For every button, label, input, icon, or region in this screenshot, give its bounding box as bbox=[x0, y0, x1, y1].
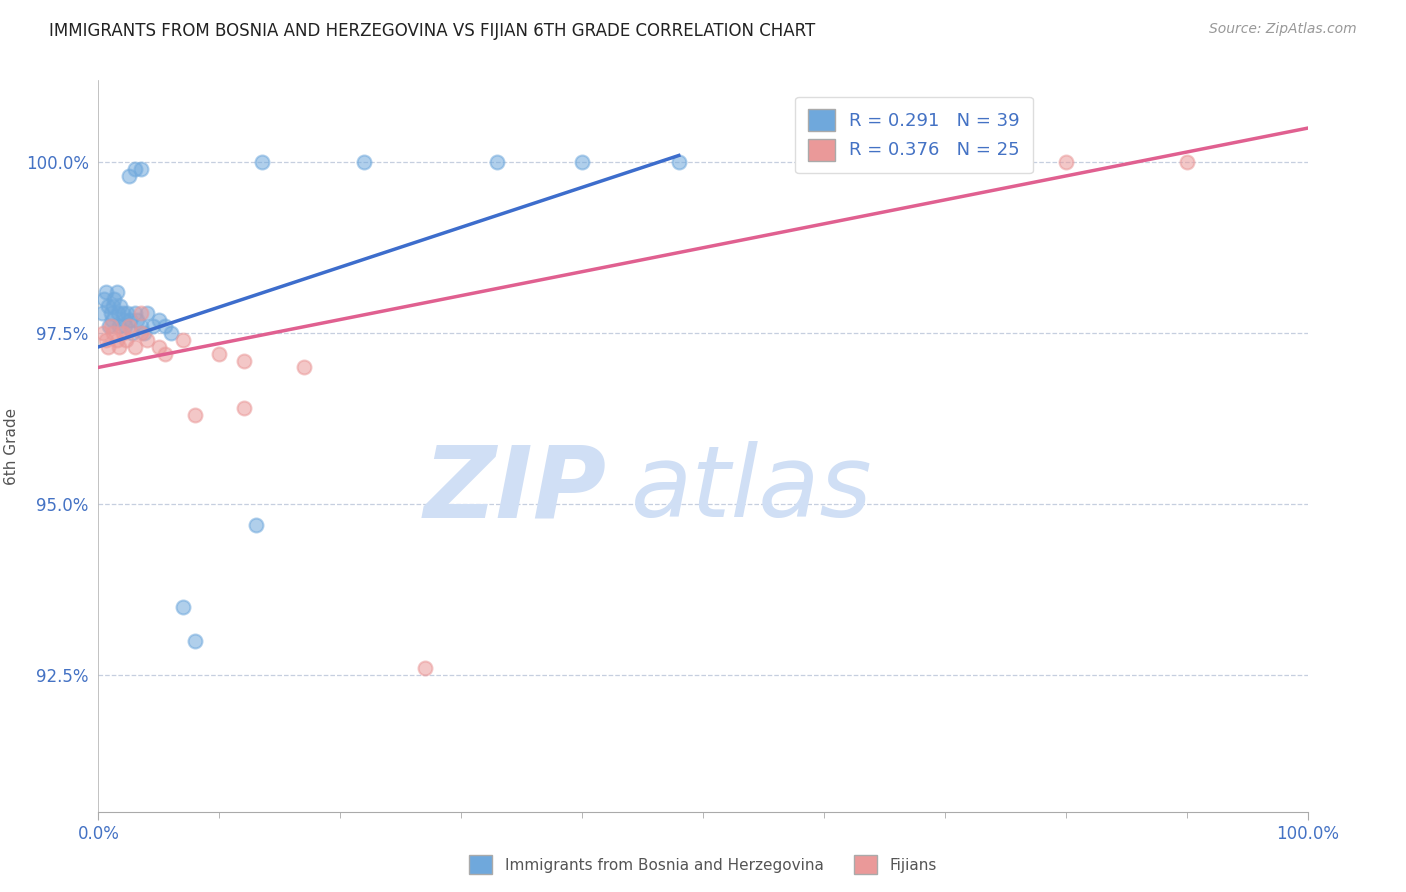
Point bbox=[93, 292, 115, 306]
Point bbox=[124, 340, 146, 354]
Point bbox=[129, 326, 152, 341]
Point bbox=[107, 306, 129, 320]
Point bbox=[94, 333, 117, 347]
Point bbox=[250, 155, 273, 169]
Point bbox=[184, 633, 207, 648]
Point bbox=[148, 312, 170, 326]
Point bbox=[101, 299, 124, 313]
Point bbox=[127, 312, 149, 326]
Point bbox=[121, 326, 143, 341]
Point bbox=[134, 326, 156, 341]
Point bbox=[353, 155, 375, 169]
Text: Source: ZipAtlas.com: Source: ZipAtlas.com bbox=[1209, 22, 1357, 37]
Point bbox=[124, 306, 146, 320]
Point bbox=[184, 409, 207, 423]
Point bbox=[172, 333, 194, 347]
Text: IMMIGRANTS FROM BOSNIA AND HERZEGOVINA VS FIJIAN 6TH GRADE CORRELATION CHART: IMMIGRANTS FROM BOSNIA AND HERZEGOVINA V… bbox=[49, 22, 815, 40]
Point bbox=[668, 155, 690, 169]
Point bbox=[108, 299, 131, 313]
Point bbox=[97, 299, 120, 313]
Point bbox=[117, 306, 139, 320]
Point bbox=[100, 312, 122, 326]
Point bbox=[97, 340, 120, 354]
Point bbox=[160, 326, 183, 341]
Point bbox=[129, 306, 152, 320]
Point bbox=[135, 333, 157, 347]
Point bbox=[232, 401, 254, 416]
Point bbox=[129, 162, 152, 177]
Point bbox=[208, 347, 231, 361]
Point bbox=[105, 285, 128, 300]
Point bbox=[108, 319, 131, 334]
Y-axis label: 6th Grade: 6th Grade bbox=[4, 408, 18, 484]
Point bbox=[105, 333, 128, 347]
Legend: R = 0.291   N = 39, R = 0.376   N = 25: R = 0.291 N = 39, R = 0.376 N = 25 bbox=[796, 96, 1032, 173]
Point bbox=[94, 285, 117, 300]
Point bbox=[129, 319, 152, 334]
Point bbox=[142, 319, 165, 334]
Point bbox=[571, 155, 593, 169]
Point bbox=[111, 306, 134, 320]
Point bbox=[100, 319, 122, 334]
Point bbox=[153, 319, 176, 334]
Point bbox=[245, 517, 267, 532]
Point bbox=[118, 319, 141, 334]
Point bbox=[413, 661, 436, 675]
Point bbox=[1175, 155, 1198, 169]
Point bbox=[292, 360, 315, 375]
Point bbox=[112, 312, 135, 326]
Point bbox=[91, 326, 114, 341]
Point bbox=[91, 306, 114, 320]
Point bbox=[111, 326, 134, 341]
Text: atlas: atlas bbox=[630, 442, 872, 539]
Point bbox=[486, 155, 509, 169]
Point bbox=[1054, 155, 1077, 169]
Point bbox=[172, 599, 194, 614]
Point bbox=[115, 333, 138, 347]
Point bbox=[232, 353, 254, 368]
Point bbox=[153, 347, 176, 361]
Point bbox=[135, 306, 157, 320]
Point bbox=[98, 319, 121, 334]
Text: ZIP: ZIP bbox=[423, 442, 606, 539]
Point bbox=[108, 340, 131, 354]
Point bbox=[124, 162, 146, 177]
Point bbox=[118, 312, 141, 326]
Point bbox=[101, 326, 124, 341]
Point bbox=[103, 292, 125, 306]
Point bbox=[148, 340, 170, 354]
Point bbox=[114, 319, 136, 334]
Point bbox=[100, 306, 122, 320]
Legend: Immigrants from Bosnia and Herzegovina, Fijians: Immigrants from Bosnia and Herzegovina, … bbox=[464, 849, 942, 880]
Point bbox=[118, 169, 141, 183]
